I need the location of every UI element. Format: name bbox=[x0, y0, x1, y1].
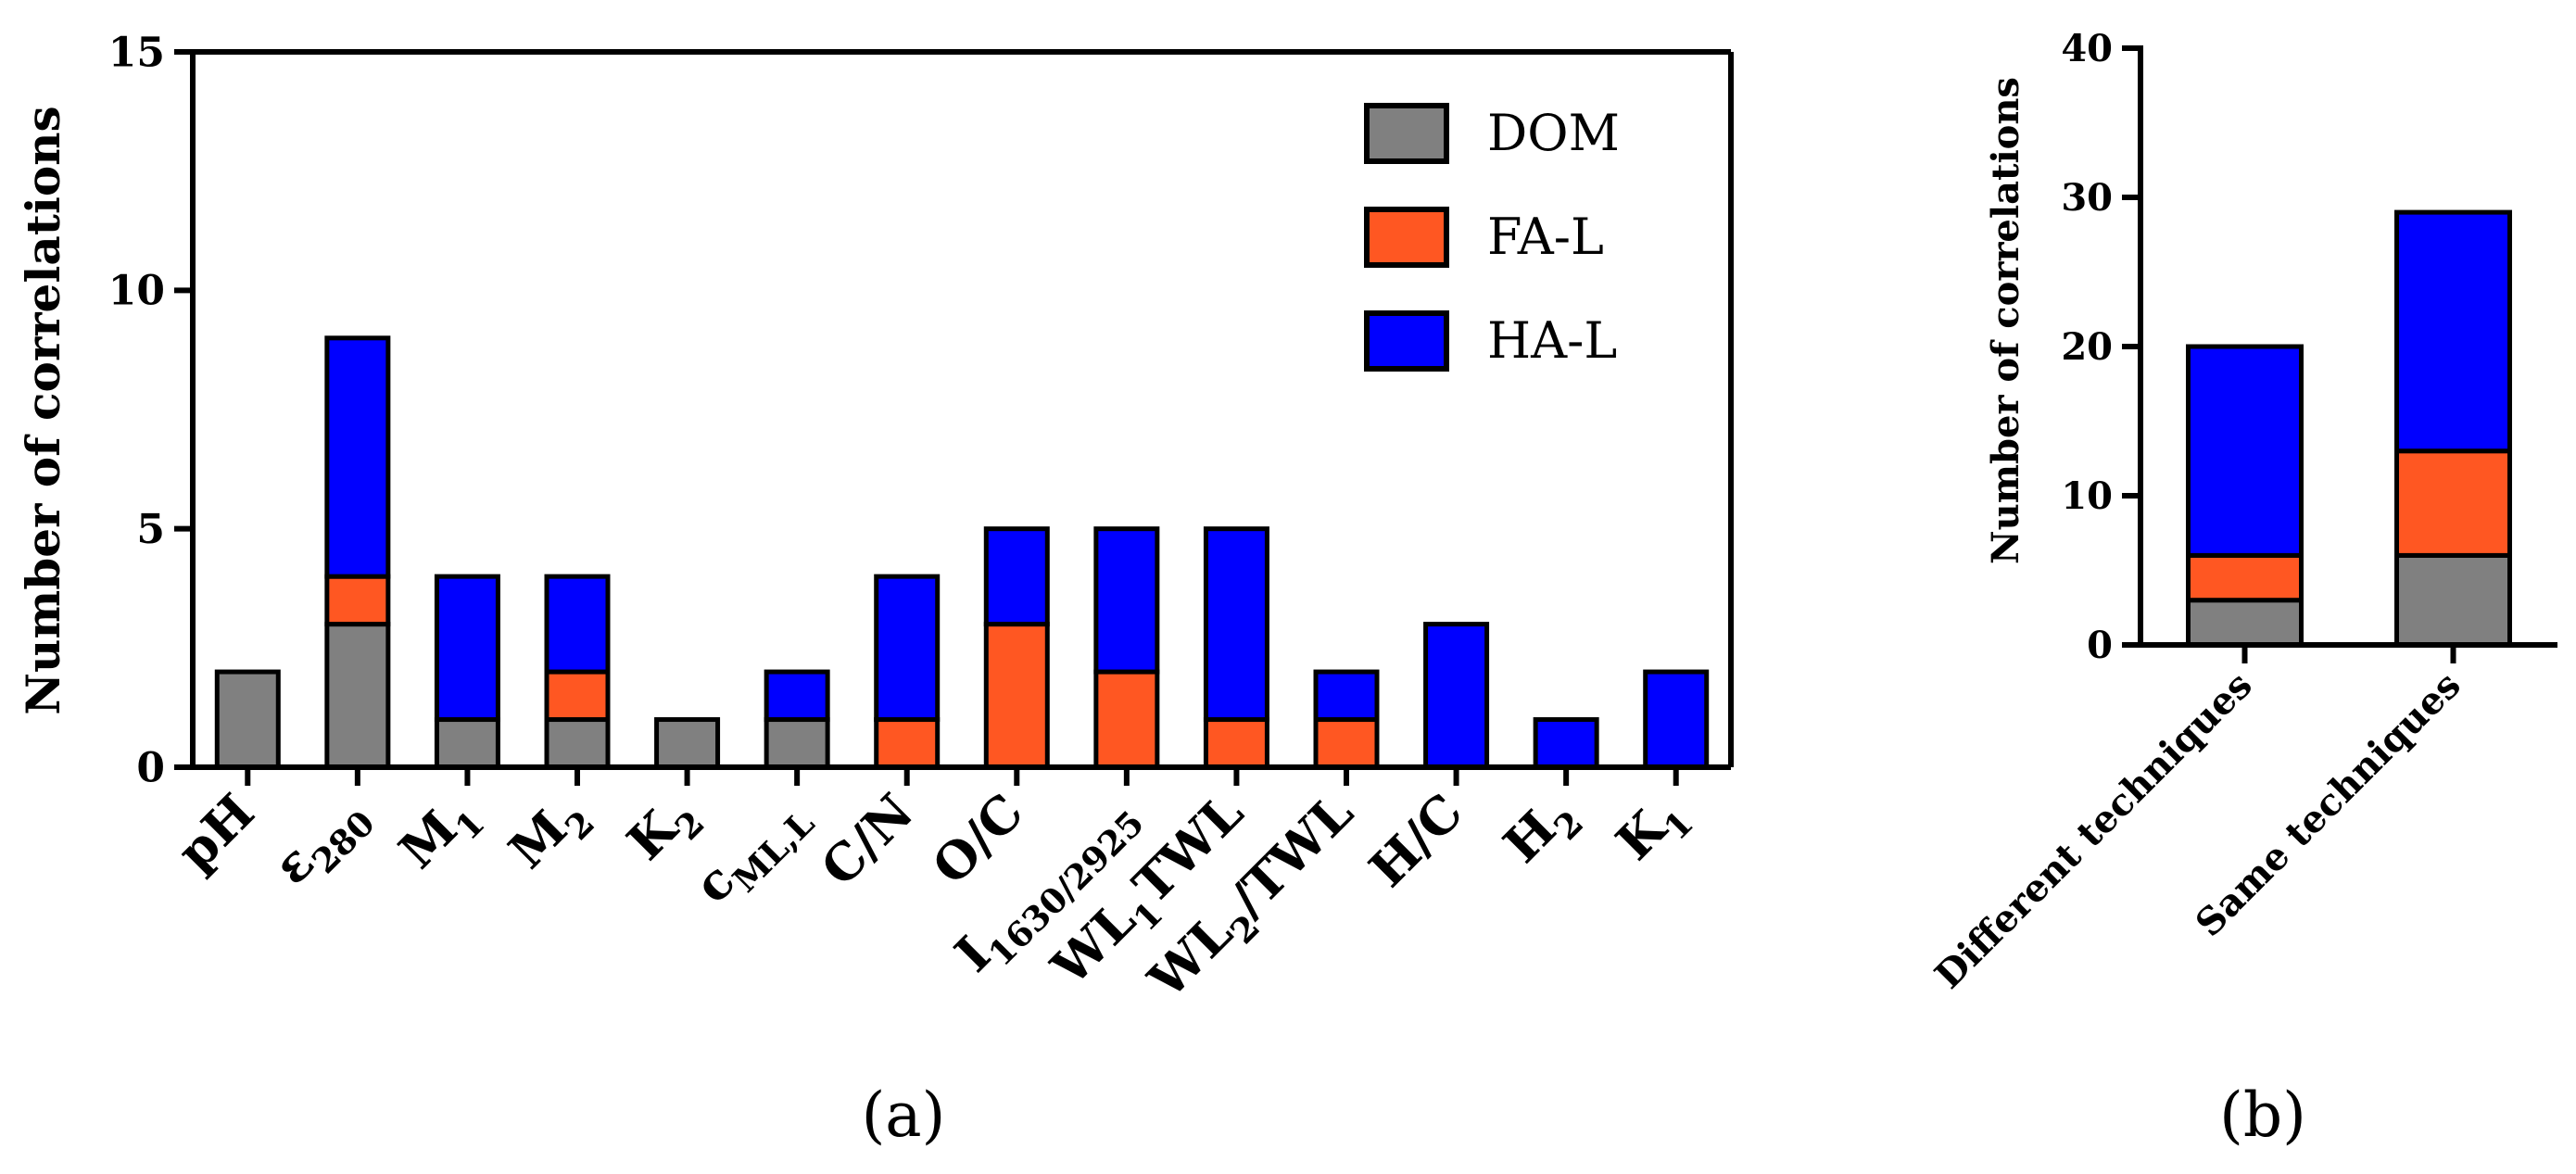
panel-a-legend: DOM FA-L HA-L bbox=[1364, 103, 1620, 372]
bar-a-3-fa-l bbox=[544, 669, 611, 723]
bar-b-0-fa-l bbox=[2186, 552, 2304, 603]
bar-a-13-ha-l bbox=[1643, 669, 1710, 770]
y-tick-label-b-4: 40 bbox=[2061, 27, 2113, 70]
bar-a-5-ha-l bbox=[764, 669, 830, 723]
bar-a-0-dom bbox=[214, 669, 281, 770]
legend-swatch-ha-l bbox=[1364, 310, 1449, 372]
bar-a-7-ha-l bbox=[983, 526, 1050, 627]
x-tick-label-a-1: ε280 bbox=[261, 782, 383, 903]
legend-swatch-dom bbox=[1364, 103, 1449, 164]
bar-a-10-fa-l bbox=[1313, 717, 1380, 770]
panel-b-y-ticks: 0 10 20 30 40 bbox=[2061, 27, 2140, 667]
x-tick-label-a-13: K1 bbox=[1604, 782, 1700, 878]
x-tick-label-a-6: C/N bbox=[809, 782, 924, 897]
y-tick-label-a-1: 5 bbox=[136, 506, 165, 553]
x-tick-label-a-12: H2 bbox=[1492, 782, 1591, 881]
bar-b-1-fa-l bbox=[2394, 448, 2512, 558]
legend-swatch-fa-l bbox=[1364, 207, 1449, 268]
y-tick-label-b-3: 30 bbox=[2061, 176, 2113, 220]
bar-a-9-fa-l bbox=[1203, 717, 1269, 770]
y-tick-label-a-3: 15 bbox=[108, 29, 165, 76]
y-tick-label-a-0: 0 bbox=[136, 744, 165, 791]
bar-b-1-ha-l bbox=[2394, 209, 2512, 454]
bar-a-12-ha-l bbox=[1533, 717, 1599, 770]
bar-a-8-fa-l bbox=[1093, 669, 1160, 770]
bar-b-0-dom bbox=[2186, 598, 2304, 648]
bar-b-1-dom bbox=[2394, 552, 2512, 648]
panel-b-label: (b) bbox=[2219, 1079, 2306, 1151]
bar-a-1-ha-l bbox=[324, 335, 391, 579]
bar-a-7-fa-l bbox=[983, 622, 1050, 770]
x-tick-label-a-7: O/C bbox=[921, 782, 1035, 896]
y-tick-label-b-1: 10 bbox=[2061, 474, 2113, 518]
x-tick-label-a-5: cML,L bbox=[683, 782, 823, 922]
panel-b-y-axis-title: Number of correlations bbox=[1984, 77, 2027, 564]
panel-a-label: (a) bbox=[862, 1079, 946, 1151]
x-tick-label-a-2: M1 bbox=[387, 782, 492, 887]
y-tick-label-b-0: 0 bbox=[2087, 624, 2113, 667]
bar-a-3-dom bbox=[544, 717, 611, 770]
legend-label-ha-l: HA-L bbox=[1487, 311, 1617, 370]
bar-b-0-ha-l bbox=[2186, 344, 2304, 558]
bar-a-6-ha-l bbox=[874, 574, 941, 723]
legend-label-fa-l: FA-L bbox=[1487, 208, 1604, 266]
bar-a-1-dom bbox=[324, 622, 391, 770]
bar-a-1-fa-l bbox=[324, 574, 391, 627]
bar-a-11-ha-l bbox=[1423, 622, 1490, 770]
y-tick-label-a-2: 10 bbox=[108, 268, 165, 315]
bar-a-9-ha-l bbox=[1203, 526, 1269, 723]
panel-a-axes bbox=[190, 49, 1734, 786]
x-tick-label-a-11: H/C bbox=[1357, 782, 1474, 899]
bar-a-4-dom bbox=[654, 717, 721, 770]
panel-a-bars bbox=[214, 335, 1710, 770]
panel-a-y-ticks: 0 5 10 15 bbox=[108, 29, 193, 791]
bar-a-3-ha-l bbox=[544, 574, 611, 675]
bar-a-6-fa-l bbox=[874, 717, 941, 770]
y-tick-label-b-2: 20 bbox=[2061, 325, 2113, 369]
x-tick-label-b-0: Different techniques bbox=[1926, 663, 2261, 998]
bar-a-2-dom bbox=[434, 717, 500, 770]
x-tick-label-a-0: pH bbox=[165, 782, 265, 882]
bar-a-5-dom bbox=[764, 717, 830, 770]
bar-a-10-ha-l bbox=[1313, 669, 1380, 723]
panel-b-bars bbox=[2186, 209, 2512, 648]
bar-a-2-ha-l bbox=[434, 574, 500, 723]
bar-a-8-ha-l bbox=[1093, 526, 1160, 675]
legend-label-dom: DOM bbox=[1487, 104, 1620, 162]
panel-a-y-axis-title: Number of correlations bbox=[16, 106, 70, 714]
x-tick-label-a-3: M2 bbox=[498, 782, 602, 887]
